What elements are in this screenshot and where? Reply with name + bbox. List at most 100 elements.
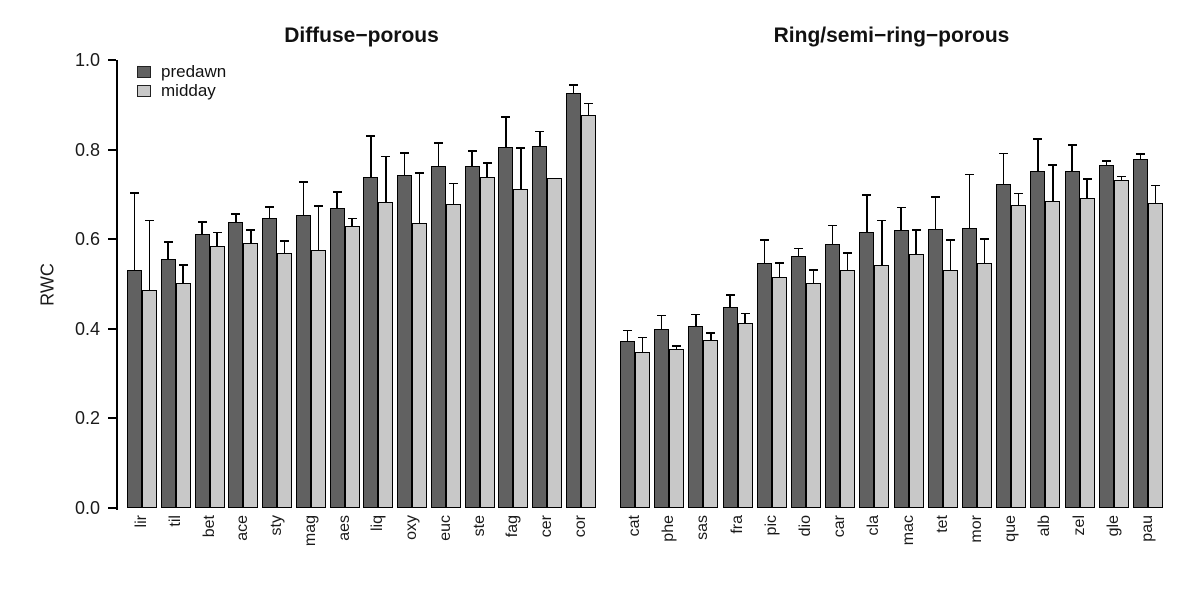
y-tick-label: 0.8 — [74, 139, 100, 160]
predawn-error-bar-liq — [370, 136, 372, 177]
predawn-error-bar-til — [167, 241, 170, 259]
midday-bar-fra — [737, 322, 753, 508]
midday-error-cap-gle — [1116, 175, 1126, 178]
midday-error-cap-que — [1014, 192, 1024, 195]
x-category-label-til: til — [166, 515, 184, 527]
midday-error-bar-liq — [385, 156, 387, 202]
predawn-error-cap-mor — [965, 173, 974, 176]
predawn-error-cap-pic — [759, 239, 769, 241]
legend: predawn midday — [137, 62, 226, 100]
x-category-label-fra: fra — [728, 515, 746, 534]
predawn-error-cap-mag — [298, 181, 308, 183]
midday-error-cap-mag — [313, 205, 323, 207]
midday-error-cap-cor — [584, 102, 593, 105]
predawn-bar-mag — [295, 214, 311, 508]
midday-error-bar-dio — [812, 270, 815, 284]
midday-error-cap-alb — [1048, 164, 1058, 167]
midday-error-bar-gle — [1120, 176, 1123, 180]
midday-error-bar-zel — [1086, 178, 1088, 198]
midday-bar-cla — [874, 264, 890, 508]
predawn-bar-mor — [962, 228, 977, 508]
predawn-swatch-icon — [137, 65, 151, 78]
predawn-error-bar-ace — [235, 214, 237, 223]
predawn-bar-phe — [654, 328, 670, 508]
midday-error-bar-fra — [744, 313, 746, 323]
predawn-error-cap-oxy — [400, 151, 410, 154]
midday-error-bar-ace — [250, 230, 252, 243]
midday-error-cap-sas — [706, 332, 716, 334]
midday-bar-sty — [277, 253, 293, 508]
midday-bar-mag — [310, 250, 326, 508]
midday-bar-bet — [209, 246, 225, 508]
y-tick-mark — [108, 238, 116, 241]
predawn-bar-liq — [363, 176, 379, 508]
predawn-error-cap-euc — [433, 142, 443, 144]
x-category-label-cla: cla — [865, 515, 883, 536]
midday-bar-car — [840, 270, 856, 508]
x-category-label-mac: mac — [899, 515, 917, 546]
x-category-label-cat: cat — [626, 515, 643, 537]
predawn-bar-ste — [464, 166, 480, 508]
predawn-error-cap-car — [828, 224, 838, 227]
midday-error-cap-ace — [246, 229, 256, 232]
midday-error-cap-oxy — [415, 172, 425, 174]
midday-bar-lir — [142, 290, 157, 508]
predawn-bar-oxy — [397, 175, 413, 508]
y-tick-label: 0.0 — [74, 498, 100, 518]
predawn-bar-bet — [194, 234, 210, 508]
predawn-error-cap-bet — [197, 220, 207, 223]
predawn-error-cap-mac — [896, 206, 906, 209]
predawn-error-bar-cat — [626, 330, 629, 342]
predawn-error-cap-aes — [332, 190, 342, 193]
y-axis-line — [116, 60, 118, 510]
predawn-error-bar-mor — [968, 174, 971, 229]
midday-bar-liq — [378, 202, 394, 508]
x-category-label-lir: lir — [133, 515, 150, 528]
legend-item-predawn: predawn — [137, 62, 226, 81]
midday-bar-dio — [806, 283, 821, 508]
predawn-bar-cor — [566, 92, 581, 508]
midday-error-bar-aes — [351, 218, 353, 227]
x-category-label-euc: euc — [436, 515, 454, 541]
midday-error-cap-bet — [212, 231, 222, 234]
midday-bar-phe — [669, 348, 685, 508]
midday-error-bar-cat — [641, 337, 644, 352]
predawn-error-cap-ste — [467, 150, 477, 152]
x-category-label-mag: mag — [301, 515, 319, 547]
midday-bar-aes — [344, 226, 360, 508]
predawn-error-bar-dio — [797, 248, 800, 257]
midday-error-bar-lir — [148, 220, 151, 291]
y-tick-label: 1.0 — [74, 50, 100, 70]
midday-bar-que — [1011, 205, 1027, 508]
y-tick-mark — [108, 507, 116, 509]
midday-error-bar-pic — [778, 262, 781, 277]
predawn-error-cap-dio — [794, 247, 803, 250]
midday-error-cap-dio — [809, 269, 818, 271]
predawn-error-bar-sty — [268, 206, 271, 218]
predawn-bar-ace — [228, 222, 244, 508]
predawn-error-cap-fra — [725, 294, 735, 296]
midday-error-bar-fag — [520, 148, 522, 189]
y-tick-mark — [108, 59, 116, 61]
predawn-bar-que — [996, 183, 1012, 508]
predawn-error-cap-ace — [231, 213, 241, 215]
predawn-error-cap-liq — [366, 135, 376, 137]
predawn-error-bar-fra — [729, 295, 731, 307]
midday-error-cap-cla — [877, 219, 887, 222]
x-category-label-phe: phe — [660, 515, 678, 542]
predawn-bar-aes — [329, 207, 345, 508]
midday-error-bar-que — [1017, 193, 1020, 206]
midday-error-bar-alb — [1052, 165, 1054, 201]
y-tick-mark — [108, 148, 116, 151]
predawn-error-bar-mac — [900, 207, 902, 231]
midday-error-cap-mac — [911, 229, 921, 232]
midday-error-cap-fra — [740, 312, 750, 315]
midday-error-cap-pic — [774, 262, 784, 264]
midday-error-bar-til — [182, 265, 185, 284]
predawn-bar-tet — [927, 229, 943, 508]
midday-bar-zel — [1079, 197, 1095, 508]
x-category-label-car: car — [831, 515, 849, 538]
midday-error-bar-car — [846, 253, 849, 271]
midday-error-bar-sas — [710, 332, 712, 341]
predawn-bar-alb — [1030, 170, 1046, 508]
